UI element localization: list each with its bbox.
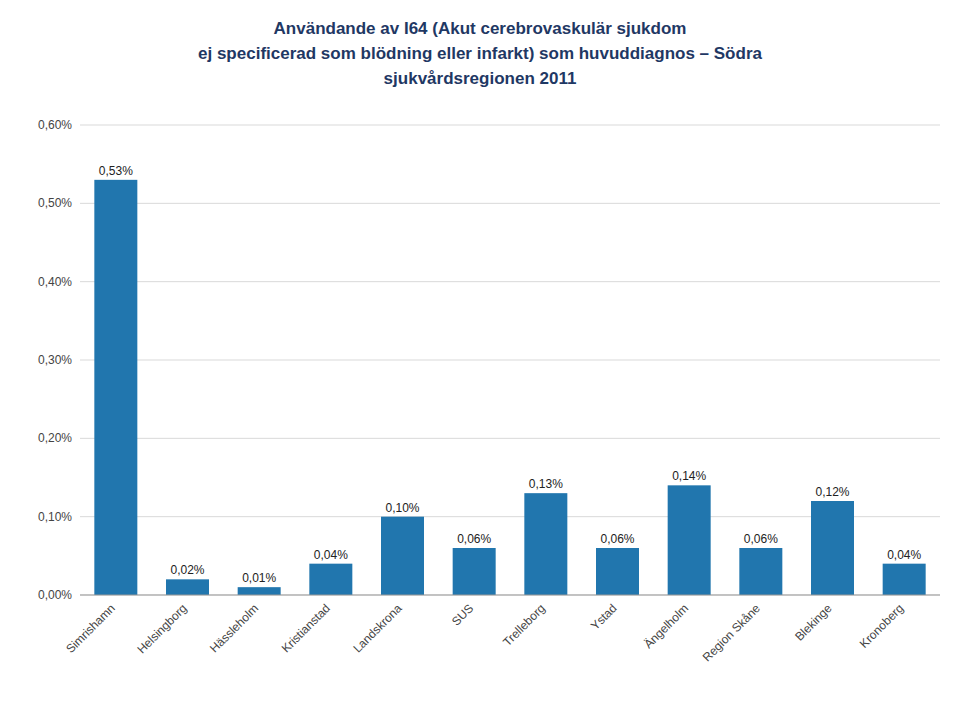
x-tick-label: Ängelholm bbox=[641, 601, 691, 651]
x-axis-line bbox=[80, 595, 940, 596]
grid-line bbox=[80, 281, 940, 282]
x-tick-label: Landskrona bbox=[350, 601, 404, 655]
data-label: 0,14% bbox=[672, 469, 706, 483]
data-label: 0,06% bbox=[600, 532, 634, 546]
y-tick-label: 0,00% bbox=[38, 588, 72, 602]
x-tick-label: Simrishamn bbox=[63, 601, 118, 656]
grid-line bbox=[80, 125, 940, 126]
x-tick-label: Kronoberg bbox=[857, 601, 907, 651]
bar bbox=[238, 587, 281, 595]
grid-line bbox=[80, 595, 940, 596]
y-tick-label: 0,10% bbox=[38, 510, 72, 524]
bar bbox=[524, 493, 567, 595]
y-tick-label: 0,40% bbox=[38, 275, 72, 289]
data-label: 0,01% bbox=[242, 571, 276, 585]
y-tick-label: 0,30% bbox=[38, 353, 72, 367]
chart-title: Användande av I64 (Akut cerebrovaskulär … bbox=[198, 19, 762, 88]
data-label: 0,53% bbox=[99, 164, 133, 178]
x-tick-label: Trelleborg bbox=[500, 601, 548, 649]
x-tick-label: Kristianstad bbox=[279, 601, 333, 655]
bar bbox=[596, 548, 639, 595]
x-tick-label: Region Skåne bbox=[700, 601, 763, 664]
x-tick-label: Ystad bbox=[588, 601, 620, 633]
title-line: sjukvårdsregionen 2011 bbox=[384, 69, 577, 88]
chart-svg: Användande av I64 (Akut cerebrovaskulär … bbox=[0, 0, 960, 716]
data-label: 0,13% bbox=[529, 477, 563, 491]
title-line: ej specificerad som blödning eller infar… bbox=[198, 44, 762, 63]
data-label: 0,04% bbox=[314, 548, 348, 562]
grid-line bbox=[80, 360, 940, 361]
bar bbox=[883, 564, 926, 595]
bar bbox=[309, 564, 352, 595]
bar bbox=[811, 501, 854, 595]
y-tick-label: 0,60% bbox=[38, 118, 72, 132]
data-label: 0,06% bbox=[744, 532, 778, 546]
x-tick-label: Helsingborg bbox=[134, 601, 189, 656]
grid bbox=[80, 125, 940, 595]
bar bbox=[668, 485, 711, 595]
grid-line bbox=[80, 438, 940, 439]
x-tick-label: SUS bbox=[449, 601, 476, 628]
data-label: 0,10% bbox=[385, 501, 419, 515]
y-tick-label: 0,20% bbox=[38, 431, 72, 445]
data-label: 0,12% bbox=[815, 485, 849, 499]
data-label: 0,06% bbox=[457, 532, 491, 546]
bars bbox=[94, 180, 925, 595]
bar bbox=[381, 517, 424, 595]
y-tick-label: 0,50% bbox=[38, 196, 72, 210]
data-label: 0,04% bbox=[887, 548, 921, 562]
title-line: Användande av I64 (Akut cerebrovaskulär … bbox=[274, 19, 687, 38]
chart-container: Användande av I64 (Akut cerebrovaskulär … bbox=[0, 0, 960, 716]
data-label: 0,02% bbox=[170, 563, 204, 577]
x-tick-label: Hässleholm bbox=[207, 601, 261, 655]
x-tick-label: Blekinge bbox=[792, 601, 835, 644]
bar bbox=[94, 180, 137, 595]
grid-line bbox=[80, 203, 940, 204]
bar bbox=[453, 548, 496, 595]
bar bbox=[166, 579, 209, 595]
bar bbox=[739, 548, 782, 595]
